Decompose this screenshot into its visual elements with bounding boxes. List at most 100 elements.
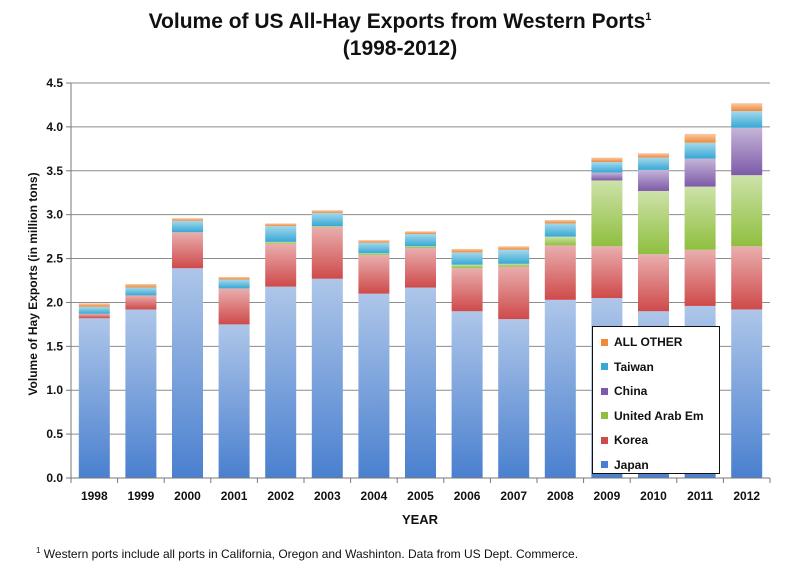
bar-segment-japan: [218, 324, 250, 478]
y-tick-label: 0.0: [46, 471, 63, 485]
legend-swatch: [601, 363, 608, 371]
bar-segment-taiwan: [638, 157, 669, 170]
bar-segment-japan: [405, 287, 436, 478]
bar-segment-korea: [638, 254, 669, 312]
x-tick-label: 2005: [407, 489, 434, 503]
bar-stack-2000: [172, 218, 203, 478]
legend-label: Korea: [614, 433, 649, 448]
bar-segment-korea: [218, 288, 250, 325]
bar-segment-all-other: [638, 153, 669, 158]
x-tick-label: 2000: [174, 489, 201, 503]
bar-segment-korea: [591, 246, 623, 299]
bar-segment-japan: [498, 319, 530, 478]
bar-stack-2007: [498, 246, 530, 478]
y-tick-label: 4.0: [46, 120, 63, 134]
bar-segment-all-other: [311, 210, 343, 213]
x-tick-label: 2002: [267, 489, 294, 503]
bar-segment-all-other: [684, 133, 716, 143]
bar-segment-all-other: [78, 303, 110, 307]
x-tick-label: 2004: [361, 489, 388, 503]
footnote: 1 Western ports include all ports in Cal…: [36, 546, 579, 561]
bar-segment-all-other: [405, 231, 436, 234]
bar-stack-2001: [218, 276, 250, 478]
bar-segment-united-arab-em: [405, 246, 436, 249]
x-tick-label: 2009: [594, 489, 621, 503]
legend-swatch: [601, 338, 608, 346]
bar-segment-taiwan: [265, 226, 297, 242]
legend-swatch: [601, 436, 608, 444]
bar-segment-united-arab-em: [451, 264, 483, 269]
bar-stack-2002: [265, 223, 297, 478]
bar-segment-china: [638, 169, 669, 191]
bar-segment-korea: [265, 243, 297, 287]
legend-label: Taiwan: [614, 359, 654, 374]
bar-segment-china: [591, 172, 623, 181]
bar-segment-taiwan: [218, 279, 250, 289]
x-tick-label: 2007: [500, 489, 527, 503]
bar-segment-taiwan: [544, 223, 576, 237]
bar-stack-1999: [125, 284, 157, 478]
bar-segment-japan: [358, 293, 390, 478]
legend-item-japan: Japan: [601, 453, 719, 478]
bar-segment-united-arab-em: [311, 226, 343, 227]
bar-segment-taiwan: [125, 287, 157, 296]
bar-segment-all-other: [591, 157, 623, 162]
legend-item-taiwan: Taiwan: [601, 355, 719, 380]
bar-segment-korea: [172, 232, 203, 269]
bar-segment-japan: [731, 309, 763, 478]
legend-label: China: [614, 384, 648, 399]
bar-segment-united-arab-em: [544, 236, 576, 246]
y-tick-label: 2.5: [46, 252, 63, 266]
bar-segment-korea: [731, 246, 763, 310]
bar-stack-1998: [78, 303, 110, 478]
legend-swatch: [601, 461, 608, 469]
bar-segment-korea: [451, 268, 483, 312]
y-tick-label: 2.0: [46, 295, 63, 309]
legend-swatch: [601, 412, 608, 420]
x-tick-label: 1999: [128, 489, 155, 503]
x-tick-label: 2011: [687, 489, 713, 503]
bar-segment-taiwan: [684, 142, 716, 159]
bar-segment-china: [684, 158, 716, 187]
bar-stack-2006: [451, 248, 483, 478]
y-tick-labels: 0.0 0.5 1.0 1.5 2.0 2.5 3.0 3.5 4.0 4.5: [46, 76, 71, 485]
bar-segment-taiwan: [405, 233, 436, 247]
bar-segment-japan: [311, 278, 343, 478]
bar-segment-united-arab-em: [358, 253, 390, 256]
x-tick-label: 2008: [547, 489, 574, 503]
bar-segment-korea: [405, 248, 436, 288]
legend-label: United Arab Em: [614, 408, 704, 423]
bar-segment-japan: [451, 311, 483, 478]
x-tick-label: 2006: [454, 489, 481, 503]
bar-segment-taiwan: [78, 306, 110, 314]
bar-segment-korea: [684, 249, 716, 306]
bar-segment-united-arab-em: [498, 263, 530, 267]
chart-title-line1: Volume of US All-Hay Exports from Wester…: [148, 10, 652, 33]
bar-segment-taiwan: [358, 242, 390, 254]
y-axis-label: Volume of Hay Exports (in million tons): [26, 172, 40, 395]
bar-segment-united-arab-em: [591, 180, 623, 247]
bar-segment-korea: [358, 255, 390, 294]
x-tick-label: 2010: [640, 489, 667, 503]
bar-segment-all-other: [544, 219, 576, 224]
legend-item-china: China: [601, 379, 719, 404]
bar-segment-taiwan: [731, 111, 763, 128]
bar-stack-2008: [544, 219, 576, 478]
bar-segment-taiwan: [498, 249, 530, 264]
y-tick-label: 4.5: [46, 76, 63, 90]
bar-segment-united-arab-em: [684, 186, 716, 250]
bar-segment-all-other: [731, 103, 763, 112]
bar-segment-all-other: [125, 284, 157, 288]
bar-segment-japan: [544, 299, 576, 478]
bar-segment-all-other: [358, 240, 390, 243]
bar-segment-korea: [544, 245, 576, 300]
x-tick-label: 1998: [81, 489, 108, 503]
bar-segment-taiwan: [172, 220, 203, 233]
bar-segment-all-other: [172, 218, 203, 221]
bar-segment-taiwan: [451, 252, 483, 265]
x-tick-label: 2003: [314, 489, 341, 503]
bar-segment-korea: [498, 266, 530, 320]
y-tick-label: 3.5: [46, 164, 63, 178]
x-tick-label: 2012: [733, 489, 760, 503]
